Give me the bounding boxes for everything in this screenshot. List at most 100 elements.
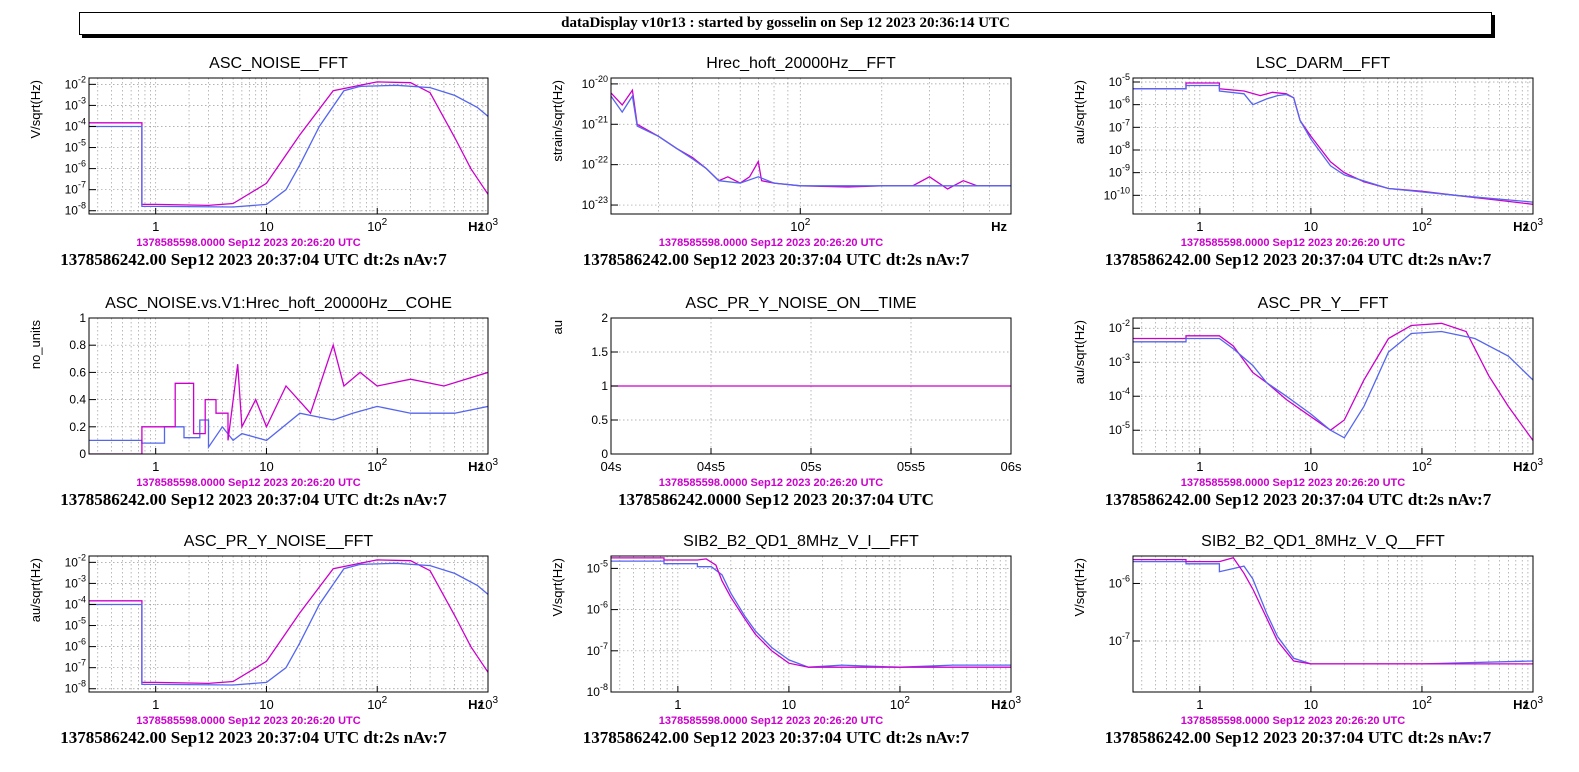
y-tick-label: 1 bbox=[79, 311, 86, 325]
y-tick-label: 10-6 bbox=[1109, 95, 1130, 112]
x-tick-label: 103 bbox=[478, 695, 498, 712]
x-tick-label: 1 bbox=[152, 697, 159, 712]
y-tick-label: 10-6 bbox=[65, 637, 86, 654]
y-tick-label: 10-5 bbox=[587, 558, 608, 575]
series-line-1 bbox=[611, 560, 1011, 668]
x-tick-label: 103 bbox=[478, 457, 498, 474]
chart-panel-5: 04s 04s5 05s 05s5 06s 0 0.5 1 1.5 2 ASC_PR_Y_NOISE… bbox=[550, 295, 1022, 509]
plot-frame bbox=[610, 555, 1012, 693]
x-axis-label: Hz bbox=[991, 697, 1007, 712]
y-tick-label: 10-5 bbox=[1109, 420, 1130, 437]
series-line-2 bbox=[89, 342, 488, 454]
series-line-2 bbox=[1133, 556, 1533, 665]
y-tick-label: 10-5 bbox=[65, 616, 86, 633]
x-tick-label: 10 bbox=[259, 219, 273, 234]
y-tick-label: 10-7 bbox=[1109, 631, 1130, 648]
y-tick-label: 0 bbox=[601, 447, 608, 461]
plot-frame bbox=[1132, 555, 1534, 693]
y-tick-label: 10-7 bbox=[587, 641, 608, 658]
x-tick-label: 1 bbox=[674, 697, 681, 712]
y-tick-label: 10-23 bbox=[582, 195, 608, 212]
y-tick-label: 10-3 bbox=[65, 573, 86, 590]
y-axis-label: V/sqrt(Hz) bbox=[28, 80, 43, 139]
chart-footer: 1378586242.00 Sep12 2023 20:37:04 UTC dt… bbox=[583, 250, 970, 269]
y-tick-label: 10-7 bbox=[65, 658, 86, 675]
chart-panel-7: 1 10 102 103 10-8 10-7 10-6 10-5 10-4 10-3 10-2 Hz A… bbox=[28, 533, 498, 747]
chart-panel-9: 1 10 102 103 10-7 10-6 Hz SIB2_B2_QD1_8MHz_V_Q_… bbox=[1072, 533, 1543, 747]
x-tick-label: 04s bbox=[601, 459, 622, 474]
reference-timestamp: 1378585598.0000 Sep12 2023 20:26:20 UTC bbox=[659, 237, 884, 249]
app-title: dataDisplay v10r13 : started by gosselin… bbox=[79, 12, 1492, 35]
x-tick-label: 06s bbox=[1001, 459, 1022, 474]
y-tick-label: 0.2 bbox=[69, 420, 86, 434]
y-tick-label: 2 bbox=[601, 311, 608, 325]
y-tick-label: 10-6 bbox=[65, 159, 86, 176]
plot-frame bbox=[88, 77, 489, 215]
y-tick-label: 10-8 bbox=[587, 682, 608, 699]
reference-timestamp: 1378585598.0000 Sep12 2023 20:26:20 UTC bbox=[136, 237, 361, 249]
x-axis-label: Hz bbox=[468, 459, 484, 474]
x-tick-label: 103 bbox=[1001, 695, 1021, 712]
chart-title: Hrec_hoft_20000Hz__FFT bbox=[706, 55, 896, 72]
series-line-1 bbox=[1133, 82, 1533, 205]
y-tick-label: 10-8 bbox=[65, 679, 86, 696]
chart-panel-8: 1 10 102 103 10-8 10-7 10-6 10-5 Hz SIB2_B2_QD1_8… bbox=[550, 533, 1021, 747]
x-tick-label: 10 bbox=[259, 697, 273, 712]
chart-footer: 1378586242.00 Sep12 2023 20:37:04 UTC dt… bbox=[1105, 490, 1492, 509]
x-axis-label: Hz bbox=[991, 219, 1007, 234]
y-tick-label: 10-6 bbox=[587, 600, 608, 617]
series-line-2 bbox=[89, 562, 488, 686]
x-tick-label: 102 bbox=[367, 695, 387, 712]
y-tick-label: 10-6 bbox=[1109, 573, 1130, 590]
y-tick-label: 10-8 bbox=[1109, 140, 1130, 157]
plot-frame bbox=[88, 555, 489, 693]
y-tick-label: 10-9 bbox=[1109, 163, 1130, 180]
y-tick-label: 10-20 bbox=[582, 74, 608, 91]
chart-panel-6: 1 10 102 103 10-5 10-4 10-3 10-2 Hz ASC_PR_Y__FFT… bbox=[1072, 295, 1543, 509]
chart-panel-2: 102 10-23 10-22 10-21 10-20 Hz Hrec_hoft_20000… bbox=[550, 55, 1012, 269]
reference-timestamp: 1378585598.0000 Sep12 2023 20:26:20 UTC bbox=[136, 477, 361, 489]
x-tick-label: 102 bbox=[1412, 217, 1432, 234]
x-tick-label: 103 bbox=[1523, 217, 1543, 234]
chart-footer: 1378586242.00 Sep12 2023 20:37:04 UTC dt… bbox=[583, 728, 970, 747]
grid bbox=[89, 317, 488, 455]
chart-title: ASC_PR_Y_NOISE__FFT bbox=[184, 533, 374, 550]
x-tick-label: 1 bbox=[152, 459, 159, 474]
reference-timestamp: 1378585598.0000 Sep12 2023 20:26:20 UTC bbox=[136, 715, 361, 727]
x-tick-label: 102 bbox=[790, 217, 810, 234]
y-tick-label: 10-7 bbox=[1109, 117, 1130, 134]
y-tick-label: 1 bbox=[601, 379, 608, 393]
x-tick-label: 103 bbox=[478, 217, 498, 234]
y-tick-label: 10-4 bbox=[1109, 386, 1130, 403]
y-axis-label: au bbox=[550, 320, 565, 334]
grid bbox=[1133, 556, 1533, 692]
chart-footer: 1378586242.00 Sep12 2023 20:37:04 UTC dt… bbox=[60, 250, 447, 269]
y-axis-label: strain/sqrt(Hz) bbox=[550, 80, 565, 162]
chart-title: LSC_DARM__FFT bbox=[1256, 55, 1390, 72]
x-tick-label: 04s5 bbox=[697, 459, 725, 474]
y-tick-label: 0.4 bbox=[69, 393, 86, 407]
y-tick-label: 10-7 bbox=[65, 180, 86, 197]
series-line-2 bbox=[1133, 330, 1533, 439]
reference-timestamp: 1378585598.0000 Sep12 2023 20:26:20 UTC bbox=[659, 715, 884, 727]
x-tick-label: 05s bbox=[801, 459, 822, 474]
chart-title: SIB2_B2_QD1_8MHz_V_Q__FFT bbox=[1201, 533, 1445, 550]
y-tick-label: 0.5 bbox=[591, 413, 608, 427]
series-line-2 bbox=[1133, 84, 1533, 203]
y-tick-label: 10-8 bbox=[65, 201, 86, 218]
grid bbox=[89, 78, 488, 214]
series-line-2 bbox=[89, 84, 488, 208]
x-tick-label: 10 bbox=[1304, 459, 1318, 474]
grid bbox=[1133, 318, 1533, 454]
chart-panel-4: 1 10 102 103 0 0.2 0.4 0.6 0.8 1 Hz ASC_NOISE.vs.V1… bbox=[28, 295, 498, 509]
chart-footer: 1378586242.00 Sep12 2023 20:37:04 UTC dt… bbox=[60, 490, 447, 509]
chart-footer: 1378586242.00 Sep12 2023 20:37:04 UTC dt… bbox=[1105, 250, 1492, 269]
grid bbox=[611, 556, 1011, 692]
y-tick-label: 10-3 bbox=[65, 95, 86, 112]
x-tick-label: 1 bbox=[1196, 219, 1203, 234]
chart-title: ASC_PR_Y__FFT bbox=[1258, 295, 1389, 312]
chart-title: ASC_PR_Y_NOISE_ON__TIME bbox=[685, 295, 916, 312]
x-axis-label: Hz bbox=[468, 697, 484, 712]
